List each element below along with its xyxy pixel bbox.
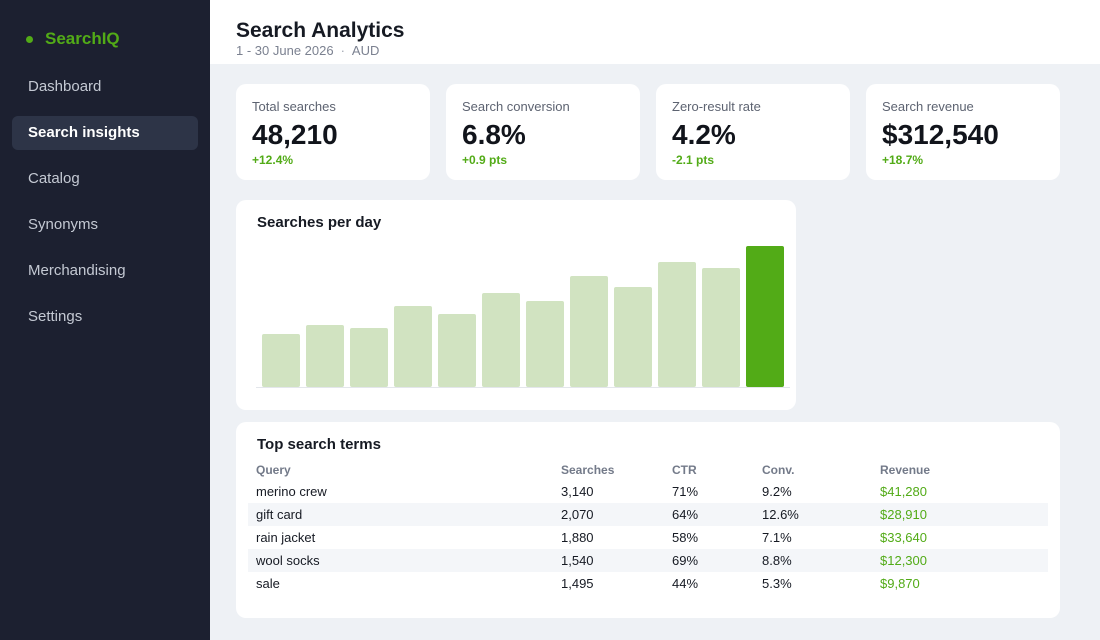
cell-revenue: $41,280	[880, 484, 927, 499]
chart-bar[interactable]	[262, 334, 300, 387]
sidebar-item-merchandising[interactable]: Merchandising	[28, 262, 126, 279]
kpi-delta: +0.9 pts	[462, 153, 508, 167]
searches-per-day-panel: Searches per day	[236, 200, 796, 410]
kpi-label: Search conversion	[462, 99, 570, 114]
cell-revenue: $33,640	[880, 530, 927, 545]
cell-conv: 8.8%	[754, 549, 872, 572]
chart-bar[interactable]	[746, 246, 784, 387]
kpi-label: Search revenue	[882, 99, 974, 114]
column-header-revenue[interactable]: Revenue	[880, 463, 931, 477]
page-subtitle: 1 - 30 June 2026 · AUD	[236, 44, 1100, 58]
cell-query: merino crew	[256, 484, 327, 499]
sidebar-item-settings[interactable]: Settings	[28, 308, 83, 325]
chart-bar[interactable]	[526, 301, 564, 387]
chart-bar[interactable]	[394, 306, 432, 387]
kpi-label: Zero-result rate	[672, 99, 761, 114]
kpi-delta: +12.4%	[252, 153, 294, 167]
cell-revenue: $9,870	[880, 576, 920, 591]
column-header-conv[interactable]: Conv.	[762, 463, 795, 477]
chart-bar[interactable]	[702, 268, 740, 387]
kpi-value: $312,540	[882, 119, 999, 150]
kpi-value: 6.8%	[462, 119, 526, 150]
kpi-cards: Total searches 48,210 +12.4% Search conv…	[236, 84, 1060, 180]
column-header-query[interactable]: Query	[256, 463, 291, 477]
kpi-delta: -2.1 pts	[672, 153, 715, 167]
column-header-ctr[interactable]: CTR	[672, 463, 697, 477]
kpi-label: Total searches	[252, 99, 336, 114]
searches-per-day-chart	[256, 246, 790, 388]
chart-bar[interactable]	[306, 325, 344, 387]
cell-ctr: 69%	[664, 549, 754, 572]
kpi-card-search-conversion: Search conversion 6.8% +0.9 pts	[446, 84, 640, 180]
cell-searches: 1,880	[561, 530, 594, 545]
cell-conv: 9.2%	[762, 484, 792, 499]
cell-conv: 7.1%	[762, 530, 792, 545]
brand-logo[interactable]: SearchIQ	[12, 26, 198, 52]
cell-conv: 5.3%	[762, 576, 792, 591]
chart-bar[interactable]	[658, 262, 696, 387]
subtitle-separator: ·	[340, 43, 345, 58]
brand-dot-icon	[26, 35, 33, 43]
cell-ctr: 44%	[672, 576, 699, 591]
sidebar-nav: Dashboard Search insights Catalog Synony…	[12, 70, 198, 334]
main-content: Search Analytics 1 - 30 June 2026 · AUD To…	[210, 0, 1100, 640]
kpi-card-search-revenue: Search revenue $312,540 +18.7%	[866, 84, 1060, 180]
cell-query: gift card	[248, 503, 553, 526]
chart-bar[interactable]	[482, 293, 520, 387]
chart-bar[interactable]	[438, 314, 476, 387]
cell-query: rain jacket	[256, 530, 316, 545]
cell-revenue: $28,910	[872, 503, 1048, 526]
sidebar-item-dashboard[interactable]: Dashboard	[28, 78, 102, 95]
kpi-value: 4.2%	[672, 119, 736, 150]
table-row[interactable]: rain jacket 1,880 58% 7.1% $33,640	[248, 526, 1048, 549]
chart-bar[interactable]	[570, 276, 608, 387]
cell-searches: 3,140	[561, 484, 594, 499]
date-range[interactable]: 1 - 30 June 2026	[236, 43, 334, 58]
brand-name: SearchIQ	[45, 29, 120, 48]
chart-title: Searches per day	[257, 214, 382, 231]
page-header: Search Analytics 1 - 30 June 2026 · AUD	[210, 0, 1100, 64]
cell-searches: 2,070	[553, 503, 664, 526]
cell-query: wool socks	[248, 549, 553, 572]
sidebar: SearchIQ Dashboard Search insights Catal…	[0, 0, 210, 640]
cell-ctr: 58%	[672, 530, 699, 545]
cell-query: sale	[256, 576, 280, 591]
cell-ctr: 71%	[672, 484, 699, 499]
cell-conv: 12.6%	[754, 503, 872, 526]
sidebar-item-catalog[interactable]: Catalog	[28, 170, 80, 187]
sidebar-item-search-insights[interactable]: Search insights	[12, 116, 198, 150]
page-title: Search Analytics	[236, 19, 405, 42]
top-terms-table: Query Searches CTR Conv. Revenue merino …	[248, 460, 1048, 595]
column-header-searches[interactable]: Searches	[561, 463, 615, 477]
sidebar-item-synonyms[interactable]: Synonyms	[28, 216, 99, 233]
kpi-value: 48,210	[252, 119, 338, 150]
kpi-card-zero-result-rate: Zero-result rate 4.2% -2.1 pts	[656, 84, 850, 180]
chart-bar[interactable]	[350, 328, 388, 387]
table-title: Top search terms	[257, 436, 381, 453]
table-row[interactable]: sale 1,495 44% 5.3% $9,870	[248, 572, 1048, 595]
kpi-card-total-searches: Total searches 48,210 +12.4%	[236, 84, 430, 180]
cell-ctr: 64%	[664, 503, 754, 526]
table-row[interactable]: gift card 2,070 64% 12.6% $28,910	[248, 503, 1048, 526]
chart-bar[interactable]	[614, 287, 652, 387]
cell-searches: 1,495	[561, 576, 594, 591]
table-row[interactable]: wool socks 1,540 69% 8.8% $12,300	[248, 549, 1048, 572]
cell-revenue: $12,300	[872, 549, 1048, 572]
table-header-row: Query Searches CTR Conv. Revenue	[248, 460, 1048, 480]
kpi-delta: +18.7%	[882, 153, 924, 167]
top-search-terms-panel: Top search terms Query Searches CTR Conv…	[236, 422, 1060, 618]
currency-label[interactable]: AUD	[351, 43, 380, 58]
cell-searches: 1,540	[553, 549, 664, 572]
table-row[interactable]: merino crew 3,140 71% 9.2% $41,280	[248, 480, 1048, 503]
